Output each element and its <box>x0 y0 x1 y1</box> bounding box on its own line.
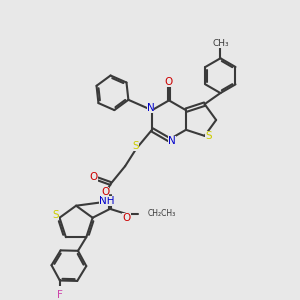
Text: NH: NH <box>99 196 115 206</box>
Text: S: S <box>52 210 59 220</box>
Text: O: O <box>122 213 130 224</box>
Text: O: O <box>90 172 98 182</box>
Text: F: F <box>57 290 63 300</box>
Text: N: N <box>146 103 154 113</box>
Text: S: S <box>132 141 139 151</box>
Text: O: O <box>165 77 173 87</box>
Text: N: N <box>168 136 176 146</box>
Text: S: S <box>205 131 212 142</box>
Text: CH₂CH₃: CH₂CH₃ <box>147 209 176 218</box>
Text: O: O <box>101 187 110 197</box>
Text: CH₃: CH₃ <box>212 39 229 48</box>
